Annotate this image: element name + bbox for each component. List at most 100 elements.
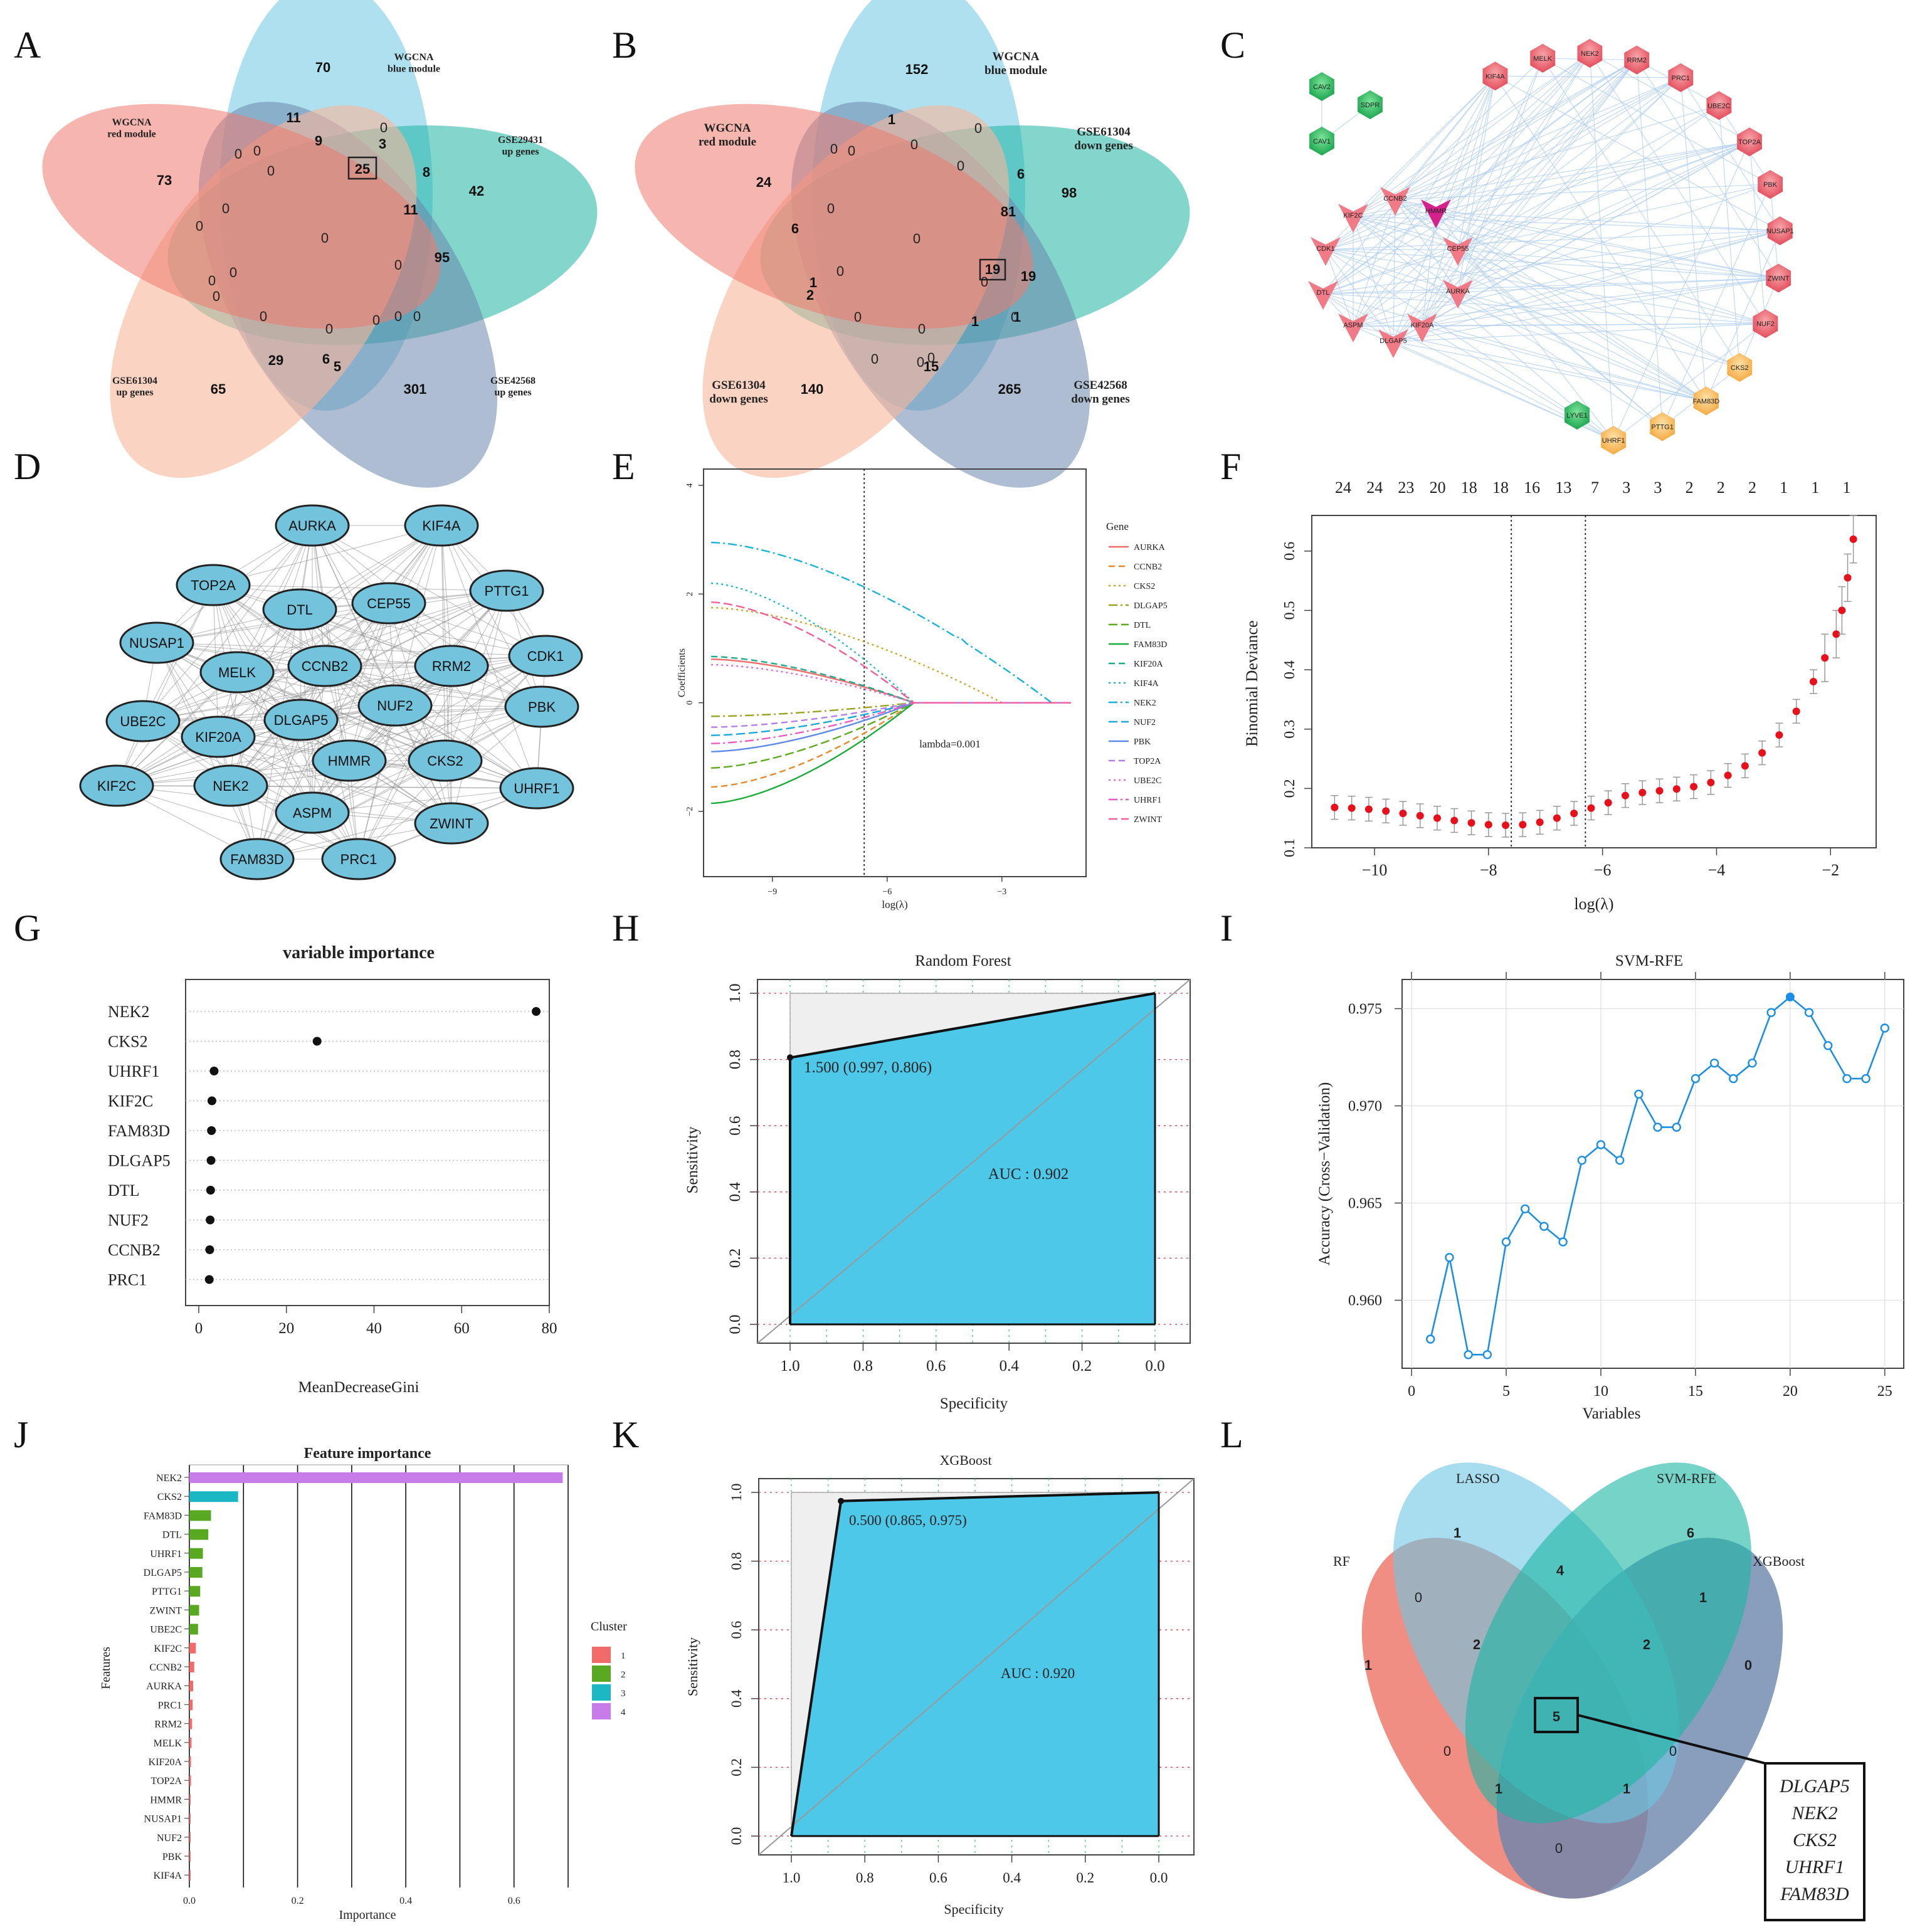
venn-a-count: 0 [230,265,237,280]
chart-i-point [1748,1058,1757,1068]
chart-i-point [1426,1334,1435,1344]
panel-label-i: I [1220,907,1233,949]
chart-e-ytick-label: −2 [685,807,695,816]
venn-a-count: 11 [403,202,418,218]
network-d-edge [312,525,350,761]
venn-a-count: 0 [260,309,267,324]
venn-b-count: 19 [985,261,1000,277]
chart-f-point [1536,818,1544,826]
venn-b-count: 0 [848,143,855,159]
chart-k-auc-label: AUC : 0.920 [1001,1665,1075,1681]
chart-i-point [1861,1074,1870,1084]
network-d-edge [256,706,542,860]
chart-j-category-label: FAM83D [144,1511,182,1521]
network-d-edge [213,525,442,586]
network-c-edge [1353,141,1750,327]
network-c-edge [1393,141,1750,342]
network-d-edge [312,665,325,813]
network-d-node [275,504,350,547]
network-d-node-label: NUSAP1 [129,635,184,651]
chart-f-xtick-label: −2 [1822,861,1839,879]
venn-b-highlight-box [979,258,1006,281]
chart-e-legend-label: NUF2 [1134,718,1156,727]
network-c-node-label: PBK [1763,181,1778,189]
network-c-edge [1353,216,1780,231]
chart-k-threshold-label: 0.500 (0.865, 0.975) [849,1512,967,1528]
chart-k-title: XGBoost [939,1452,991,1468]
label-line: down genes [1071,393,1129,406]
chart-f-top-tick-label: 2 [1686,478,1694,497]
chart-e-legend-label: UBE2C [1134,776,1161,786]
chart-j-xtick-label: 0.2 [292,1896,304,1906]
venn-a-count: 6 [322,351,330,367]
network-d-node [504,685,579,728]
venn-a-count: 95 [435,250,450,265]
panel-label-j: J [14,1414,28,1455]
chart-h-xtick-label: 0.6 [926,1358,946,1375]
network-c-edge [1422,60,1637,327]
chart-j-legend-label: 2 [621,1670,626,1680]
venn-b-count: 2 [806,287,814,303]
chart-k-ytick-label: 0.6 [729,1621,744,1639]
network-d-node-label: ZWINT [430,816,473,831]
network-c-edge [1662,184,1771,427]
chart-f-point [1450,816,1459,825]
network-c-arrow-node [1378,329,1408,358]
chart-k-xtick-label: 0.4 [1003,1870,1021,1886]
chart-k-auc-area [791,1492,1159,1836]
venn-l-count: 2 [1473,1637,1480,1652]
chart-e-xlabel: log(λ) [882,899,907,911]
network-c-edge [1435,211,1779,279]
network-d-node-label: KIF4A [422,518,460,534]
chart-e-series-line [711,702,1071,752]
chart-i-point [1729,1074,1738,1084]
network-d-edge [256,719,302,860]
network-c-node-label: FAM83D [1692,398,1719,405]
venn-a-count: 0 [222,201,230,216]
network-d-node [262,588,337,631]
chart-i-point-best [1785,992,1795,1001]
chart-k-xgb-roc: XGBoost 0.500 (0.865, 0.975) AUC : 0.920 1… [685,1452,1195,1917]
chart-i-point [1672,1122,1681,1132]
network-d-node-label: CCNB2 [302,658,349,674]
network-d-node-label: ASPM [293,805,332,821]
network-c-edge [1422,325,1707,401]
venn-a-label-red: WGCNA red module [107,117,156,139]
chart-f-ytick-label: 0.4 [1282,660,1298,679]
chart-j-bar [189,1605,199,1616]
chart-e-lasso-paths: −9 −6 −3 −2 0 2 4 Coefficients log(λ) lambda=0… [677,468,1168,911]
network-d-edge [236,590,507,673]
chart-f-point [1604,799,1612,807]
network-d-node-label: NEK2 [213,778,248,794]
chart-e-legend-label: PBK [1134,737,1151,747]
chart-f-point [1484,821,1492,829]
chart-i-ytick-label: 0.960 [1348,1293,1382,1309]
venn-b-label-gse42568-down: GSE42568 down genes [1071,379,1129,406]
network-c-edge [1353,216,1707,401]
network-c-edge [1422,230,1780,327]
chart-f-xtick-label: −4 [1708,861,1726,879]
chart-f-ytick-label: 0.5 [1282,601,1298,620]
chart-f-xlabel: log(λ) [1574,895,1613,913]
network-d-node [508,635,583,677]
venn-l-count: 0 [1555,1840,1563,1856]
chart-j-category-label: ZWINT [149,1605,182,1616]
network-c-edge [1322,211,1437,294]
network-d-edge [256,788,537,860]
label-line: red module [699,135,756,149]
chart-f-point [1467,819,1475,827]
network-d-node-label: PTTG1 [485,583,529,599]
venn-b-count: 1 [810,275,817,290]
chart-h-title: Random Forest [915,953,1011,969]
venn-l-label-svm-rfe: SVM-RFE [1657,1470,1716,1486]
venn-l-gene: UHRF1 [1785,1857,1845,1877]
network-c-node [1650,412,1675,441]
chart-j-category-label: CKS2 [157,1492,182,1502]
network-c-edge [1636,60,1779,278]
network-d-node [469,569,544,612]
venn-a-count: 301 [404,381,427,397]
chart-j-category-label: NEK2 [156,1473,182,1484]
chart-f-xtick-label: −8 [1480,861,1497,879]
chart-e-legend-label: DLGAP5 [1134,601,1168,611]
